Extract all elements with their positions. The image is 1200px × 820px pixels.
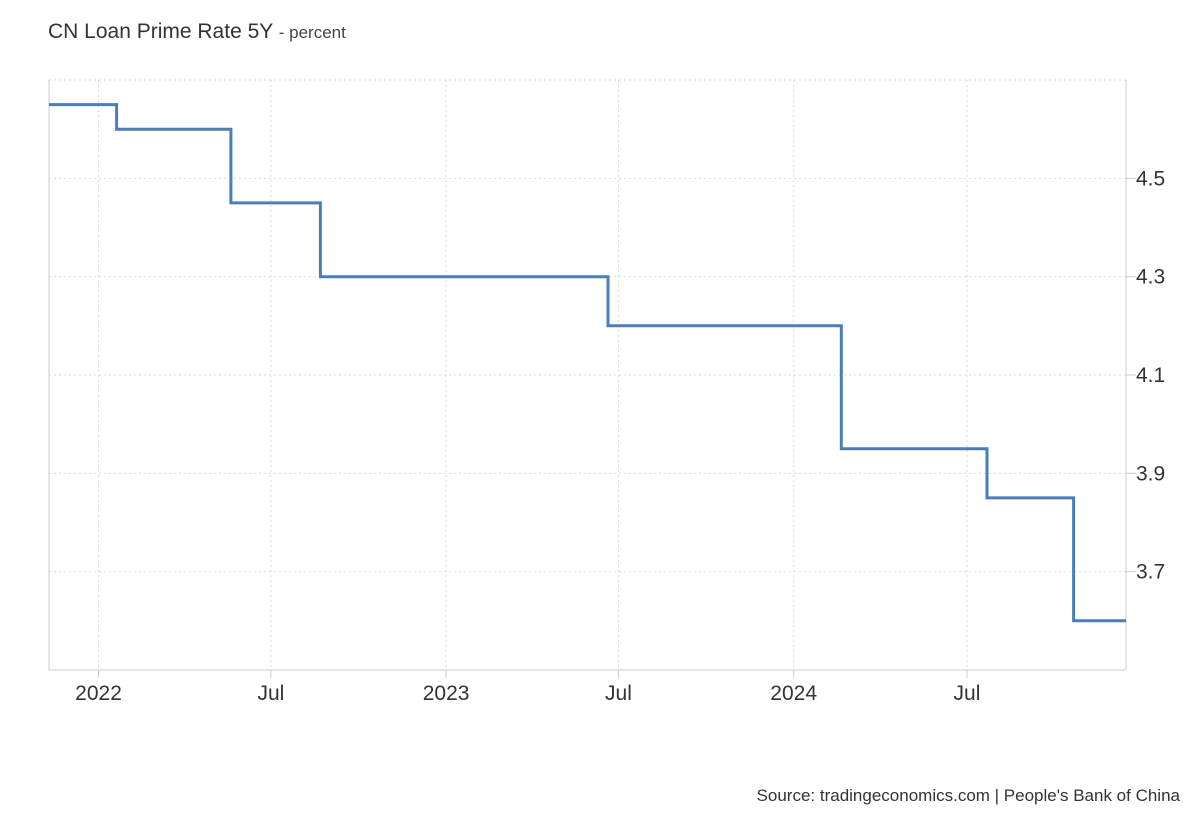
series-layer <box>49 103 1126 623</box>
chart-title-main: CN Loan Prime Rate 5Y <box>48 20 273 43</box>
x-tick-label: Jul <box>257 682 284 705</box>
x-tick-label: 2022 <box>75 682 122 705</box>
y-tick-label: 3.7 <box>1136 561 1165 584</box>
grid-layer <box>49 79 1126 670</box>
series-line <box>49 103 1126 623</box>
axes-layer <box>48 80 1136 678</box>
chart-title: CN Loan Prime Rate 5Y - percent <box>48 20 346 44</box>
y-tick-label: 4.5 <box>1136 167 1165 190</box>
source-attribution: Source: tradingeconomics.com | People's … <box>756 786 1180 805</box>
labels-layer: 3.7 3.9 4.1 4.3 4.5 2022 Jul 2023 Jul 2024 Jul <box>75 167 1165 705</box>
x-tick-label: Jul <box>954 682 981 705</box>
x-tick-label: 2023 <box>423 682 470 705</box>
y-tick-label: 4.1 <box>1136 364 1165 387</box>
x-tick-label: Jul <box>605 682 632 705</box>
chart-subtitle: - percent <box>278 23 346 42</box>
x-tick-label: 2024 <box>770 682 817 705</box>
y-tick-label: 3.9 <box>1136 462 1165 485</box>
y-tick-label: 4.3 <box>1136 266 1165 289</box>
